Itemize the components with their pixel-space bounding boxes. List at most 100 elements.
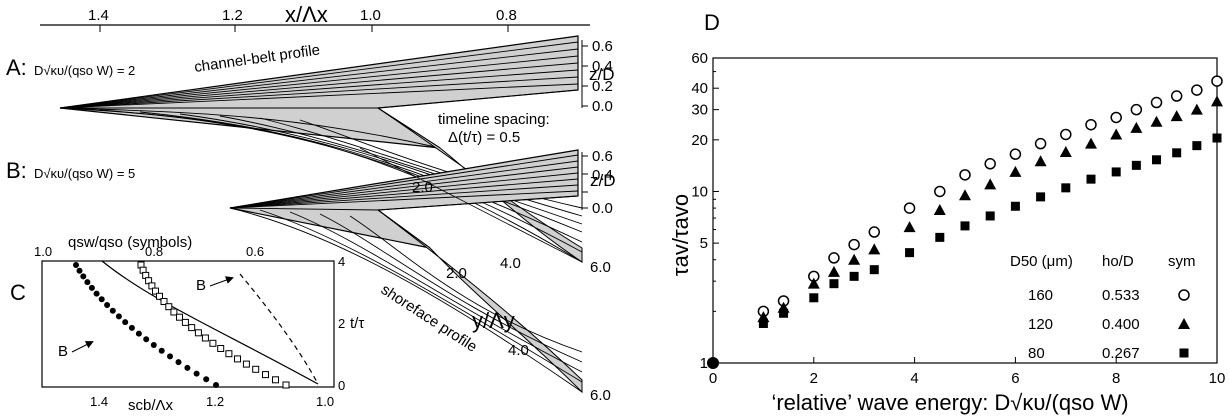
panel-c-open-marker bbox=[242, 360, 250, 368]
zD-axis-a: 0.6 0.4 0.2 0.0 z/D bbox=[581, 38, 615, 115]
d-data-point bbox=[1150, 96, 1163, 109]
zD-b-tick: 0.6 bbox=[592, 148, 613, 165]
d-x-tick-label: 0 bbox=[709, 370, 717, 387]
panel-c-bottom-tick: 1.4 bbox=[90, 394, 108, 409]
d-data-point bbox=[1034, 137, 1047, 150]
zD-axis-b: 0.6 0.4 z/D 0.0 bbox=[581, 148, 616, 217]
d-x-tick-label: 8 bbox=[1112, 370, 1120, 387]
d-data-point bbox=[1111, 167, 1121, 177]
legend-d50: 160 bbox=[1028, 287, 1053, 304]
panel-c-open-marker bbox=[152, 287, 159, 295]
panel-c-open-marker bbox=[201, 334, 209, 342]
panel-c-filled-marker bbox=[73, 262, 79, 268]
d-data-point bbox=[1085, 137, 1097, 149]
d-data-point bbox=[903, 202, 916, 214]
d-origin-point bbox=[707, 357, 719, 369]
panel-c-b-label: B bbox=[58, 343, 68, 360]
d-data-point bbox=[809, 293, 819, 303]
d-data-point bbox=[1059, 145, 1072, 157]
top-x-tick: 1.2 bbox=[222, 7, 243, 24]
legend-header: D50 (μm) bbox=[1010, 253, 1073, 270]
panel-c-filled-marker bbox=[88, 284, 95, 291]
d-data-point bbox=[905, 248, 915, 258]
panel-b-profile: B: D√κυ/(qso W) = 5 shoreface profile bbox=[6, 149, 583, 394]
panel-c-filled-marker bbox=[158, 347, 165, 354]
d-data-point bbox=[1036, 192, 1046, 202]
d-data-point bbox=[1010, 201, 1020, 211]
panel-c-filled-marker bbox=[115, 313, 122, 320]
d-data-point bbox=[1060, 128, 1072, 141]
panel-d-legend: D50 (μm) ho/D sym 160 0.533 120 0.400 80 0.26… bbox=[1010, 253, 1196, 362]
panel-b-equation: D√κυ/(qso W) = 5 bbox=[34, 166, 135, 181]
legend-header: ho/D bbox=[1102, 253, 1134, 270]
d-data-point bbox=[1061, 183, 1071, 193]
d-data-point bbox=[829, 279, 839, 289]
d-data-point bbox=[960, 221, 970, 231]
panel-c-top-label: qsw/qso (symbols) bbox=[68, 234, 192, 251]
panel-c-filled-marker bbox=[104, 302, 111, 308]
d-data-point bbox=[1034, 155, 1047, 167]
d-data-point bbox=[984, 158, 996, 170]
panel-c-open-marker bbox=[176, 313, 183, 321]
legend-symbol bbox=[1178, 289, 1190, 301]
panel-c-open-marker bbox=[170, 308, 178, 316]
d-data-point bbox=[779, 308, 789, 318]
d-data-point bbox=[959, 189, 971, 201]
panel-c-open-marker bbox=[181, 318, 189, 326]
d-data-point bbox=[849, 271, 859, 281]
panel-c-t-label: t/τ bbox=[350, 315, 364, 332]
panel-c-filled-marker bbox=[150, 342, 157, 348]
top-x-tick: 1.0 bbox=[360, 7, 381, 24]
y-lower-tick: 4.0 bbox=[508, 342, 529, 359]
d-y-tick-label: 10 bbox=[691, 183, 708, 200]
panel-c-open-marker bbox=[156, 292, 163, 300]
d-data-point bbox=[848, 238, 860, 251]
top-x-tick: 0.8 bbox=[496, 7, 517, 24]
y-lower-tick: 6.0 bbox=[590, 387, 611, 404]
d-data-point bbox=[1150, 115, 1163, 127]
top-x-axis-label: x/Λx bbox=[285, 2, 328, 27]
panel-c-open-marker bbox=[225, 350, 233, 358]
zD-b-tick: 0.4 bbox=[592, 167, 613, 184]
d-data-point bbox=[868, 243, 881, 255]
y-upper-tick: 4.0 bbox=[500, 255, 521, 272]
d-data-point bbox=[903, 221, 916, 233]
legend-h0d: 0.267 bbox=[1102, 345, 1140, 362]
panel-c-filled-marker bbox=[213, 382, 219, 388]
y-axis-lower: 2.0 y/Λy 4.0 6.0 bbox=[446, 265, 611, 404]
panel-c: C qsw/qso (symbols) 1.0 0.8 0.6 4 2 0 t/… bbox=[10, 234, 364, 414]
panel-c-filled-marker bbox=[143, 336, 150, 343]
panel-c-filled-marker bbox=[122, 319, 129, 326]
d-data-point bbox=[868, 226, 881, 238]
d-data-point bbox=[1130, 103, 1143, 116]
d-data-point bbox=[1170, 90, 1183, 102]
panel-c-filled-marker bbox=[84, 279, 91, 286]
zD-a-tick: 0.2 bbox=[592, 78, 613, 95]
panel-c-filled-marker bbox=[109, 307, 116, 314]
d-data-point bbox=[935, 232, 945, 242]
d-data-point bbox=[1190, 103, 1203, 115]
d-data-point bbox=[827, 265, 840, 277]
channel-belt-label: channel-belt profile bbox=[193, 41, 321, 75]
d-y-tick-label: 20 bbox=[691, 132, 708, 149]
d-data-point bbox=[807, 277, 820, 289]
d-data-point bbox=[1191, 84, 1203, 96]
panel-c-filled-marker bbox=[76, 267, 83, 274]
panel-a-letter: A: bbox=[6, 55, 27, 80]
y-upper-tick: 6.0 bbox=[590, 259, 611, 276]
panel-c-open-marker bbox=[148, 282, 156, 290]
panel-c-open-marker bbox=[262, 371, 269, 379]
panel-c-filled-marker bbox=[80, 273, 87, 280]
d-x-tick-label: 10 bbox=[1209, 370, 1226, 387]
panel-d-frame bbox=[712, 57, 1218, 364]
top-x-tick: 1.4 bbox=[88, 7, 109, 24]
d-data-point bbox=[1110, 111, 1122, 124]
panel-b-letter: B: bbox=[6, 158, 27, 183]
y-upper-tick: 2.0 bbox=[412, 179, 433, 196]
top-x-axis: 1.4 1.2 1.0 0.8 x/Λx bbox=[40, 2, 590, 32]
panel-c-bottom-tick: 1.0 bbox=[316, 394, 334, 409]
panel-c-top-tick: 0.8 bbox=[145, 244, 163, 259]
panel-c-right-tick: 2 bbox=[338, 316, 345, 331]
